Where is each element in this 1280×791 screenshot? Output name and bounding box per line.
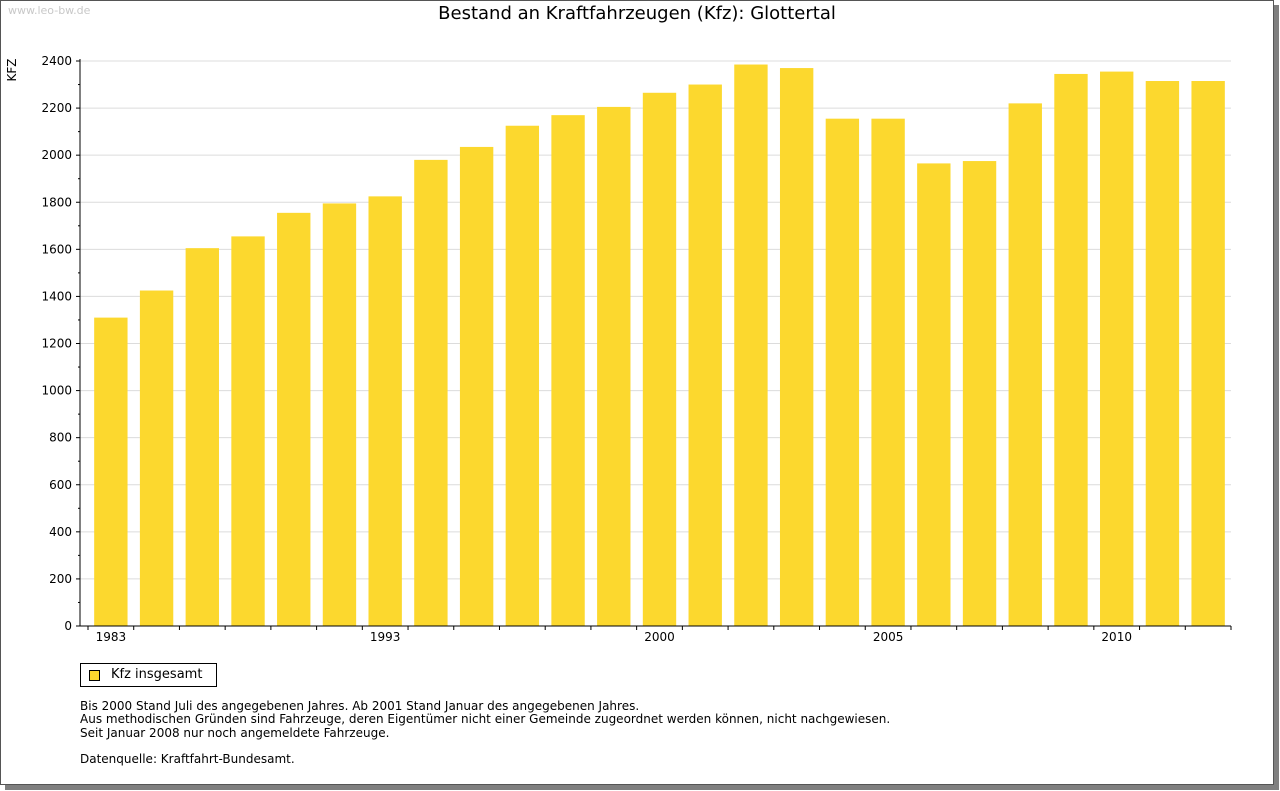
- y-tick-label: 1200: [41, 337, 72, 351]
- y-tick-label: 800: [49, 431, 72, 445]
- legend: Kfz insgesamt: [80, 663, 217, 687]
- x-tick-label: 2005: [873, 630, 904, 644]
- bar: [1191, 81, 1225, 626]
- bar: [551, 115, 585, 626]
- bar: [185, 248, 219, 626]
- bar: [1054, 73, 1088, 626]
- bar: [231, 236, 265, 626]
- x-tick-label: 2010: [1101, 630, 1132, 644]
- chart-title: Bestand an Kraftfahrzeugen (Kfz): Glotte…: [438, 3, 836, 24]
- bar: [1100, 71, 1134, 626]
- legend-swatch: [89, 670, 100, 681]
- x-tick-label: 1993: [370, 630, 401, 644]
- y-tick-label: 1000: [41, 384, 72, 398]
- bar: [1008, 103, 1042, 626]
- bar: [597, 106, 631, 626]
- y-tick-label: 400: [49, 525, 72, 539]
- x-tick-label: 2000: [644, 630, 675, 644]
- bar: [642, 92, 677, 626]
- y-tick-label: 600: [49, 478, 72, 492]
- legend-label: Kfz insgesamt: [111, 667, 203, 682]
- footnote-line: Bis 2000 Stand Juli des angegebenen Jahr…: [80, 699, 640, 713]
- bar: [917, 163, 951, 626]
- watermark: www.leo-bw.de: [8, 4, 91, 17]
- bar: [871, 118, 905, 626]
- bar: [459, 146, 494, 627]
- bar: [962, 161, 997, 627]
- bar: [94, 317, 128, 626]
- y-tick-label: 1800: [41, 195, 72, 209]
- footnote-line: Seit Januar 2008 nur noch angemeldete Fa…: [80, 725, 390, 740]
- y-tick-label: 200: [49, 572, 72, 586]
- bar: [688, 84, 722, 626]
- x-tick-label: 1983: [96, 630, 127, 644]
- y-tick-label: 1600: [41, 242, 72, 256]
- footnote-line: Aus methodischen Gründen sind Fahrzeuge,…: [80, 712, 891, 727]
- y-tick-label: 0: [64, 619, 72, 633]
- bar: [734, 64, 768, 626]
- y-tick-label: 1400: [41, 289, 72, 303]
- bar: [779, 68, 814, 626]
- bar: [277, 212, 311, 626]
- y-tick-label: 2200: [41, 101, 72, 115]
- bar: [1145, 81, 1180, 626]
- bar: [505, 125, 540, 626]
- y-axis-label: KFZ: [5, 59, 19, 82]
- bar: [139, 290, 174, 626]
- bar-chart: 0 200 400 600 800 1000 1200 1400 1600 1800 2000 220…: [5, 54, 1232, 644]
- y-tick-label: 2400: [41, 54, 72, 68]
- bar: [414, 159, 448, 626]
- footnotes: Bis 2000 Stand Juli des angegebenen Jahr…: [80, 699, 891, 740]
- bar: [368, 196, 402, 627]
- y-tick-label: 2000: [41, 148, 72, 162]
- bar: [825, 118, 860, 626]
- data-source: Datenquelle: Kraftfahrt-Bundesamt.: [80, 752, 295, 766]
- bar: [322, 203, 357, 627]
